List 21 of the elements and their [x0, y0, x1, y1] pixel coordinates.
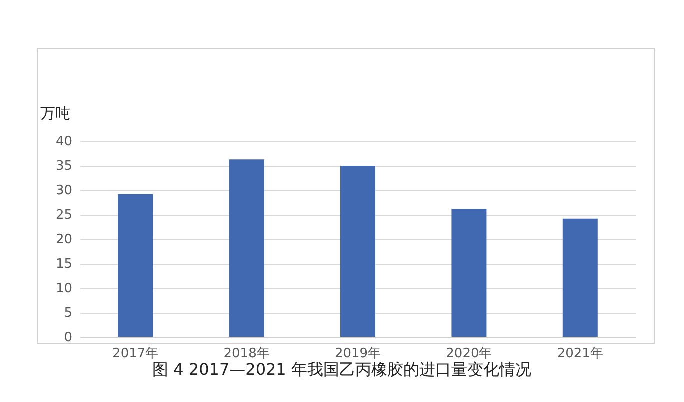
bar [229, 160, 264, 337]
x-tick-label: 2019年 [334, 346, 382, 362]
y-tick-label: 5 [64, 306, 72, 321]
y-axis-title: 万吨 [40, 104, 70, 122]
y-tick-label: 25 [56, 208, 72, 223]
y-tick-label: 10 [56, 282, 72, 296]
bar [452, 209, 487, 337]
x-tick-label: 2018年 [224, 346, 270, 362]
bar [118, 194, 154, 337]
x-tick-label: 2021年 [557, 346, 604, 362]
bar [340, 166, 376, 337]
y-tick-label: 30 [56, 184, 72, 198]
bar [562, 218, 598, 337]
y-tick-label: 0 [64, 330, 72, 346]
x-tick-label: 2020年 [446, 346, 492, 362]
y-tick-label: 15 [56, 257, 72, 272]
x-tick-label: 2017年 [112, 346, 159, 362]
y-tick-label: 35 [56, 159, 72, 174]
text: 图 4 2017—2021 年我国乙丙橡胶的进口量变化情况 [152, 360, 532, 381]
y-tick-label: 40 [56, 134, 72, 150]
y-tick-label: 20 [56, 232, 72, 248]
